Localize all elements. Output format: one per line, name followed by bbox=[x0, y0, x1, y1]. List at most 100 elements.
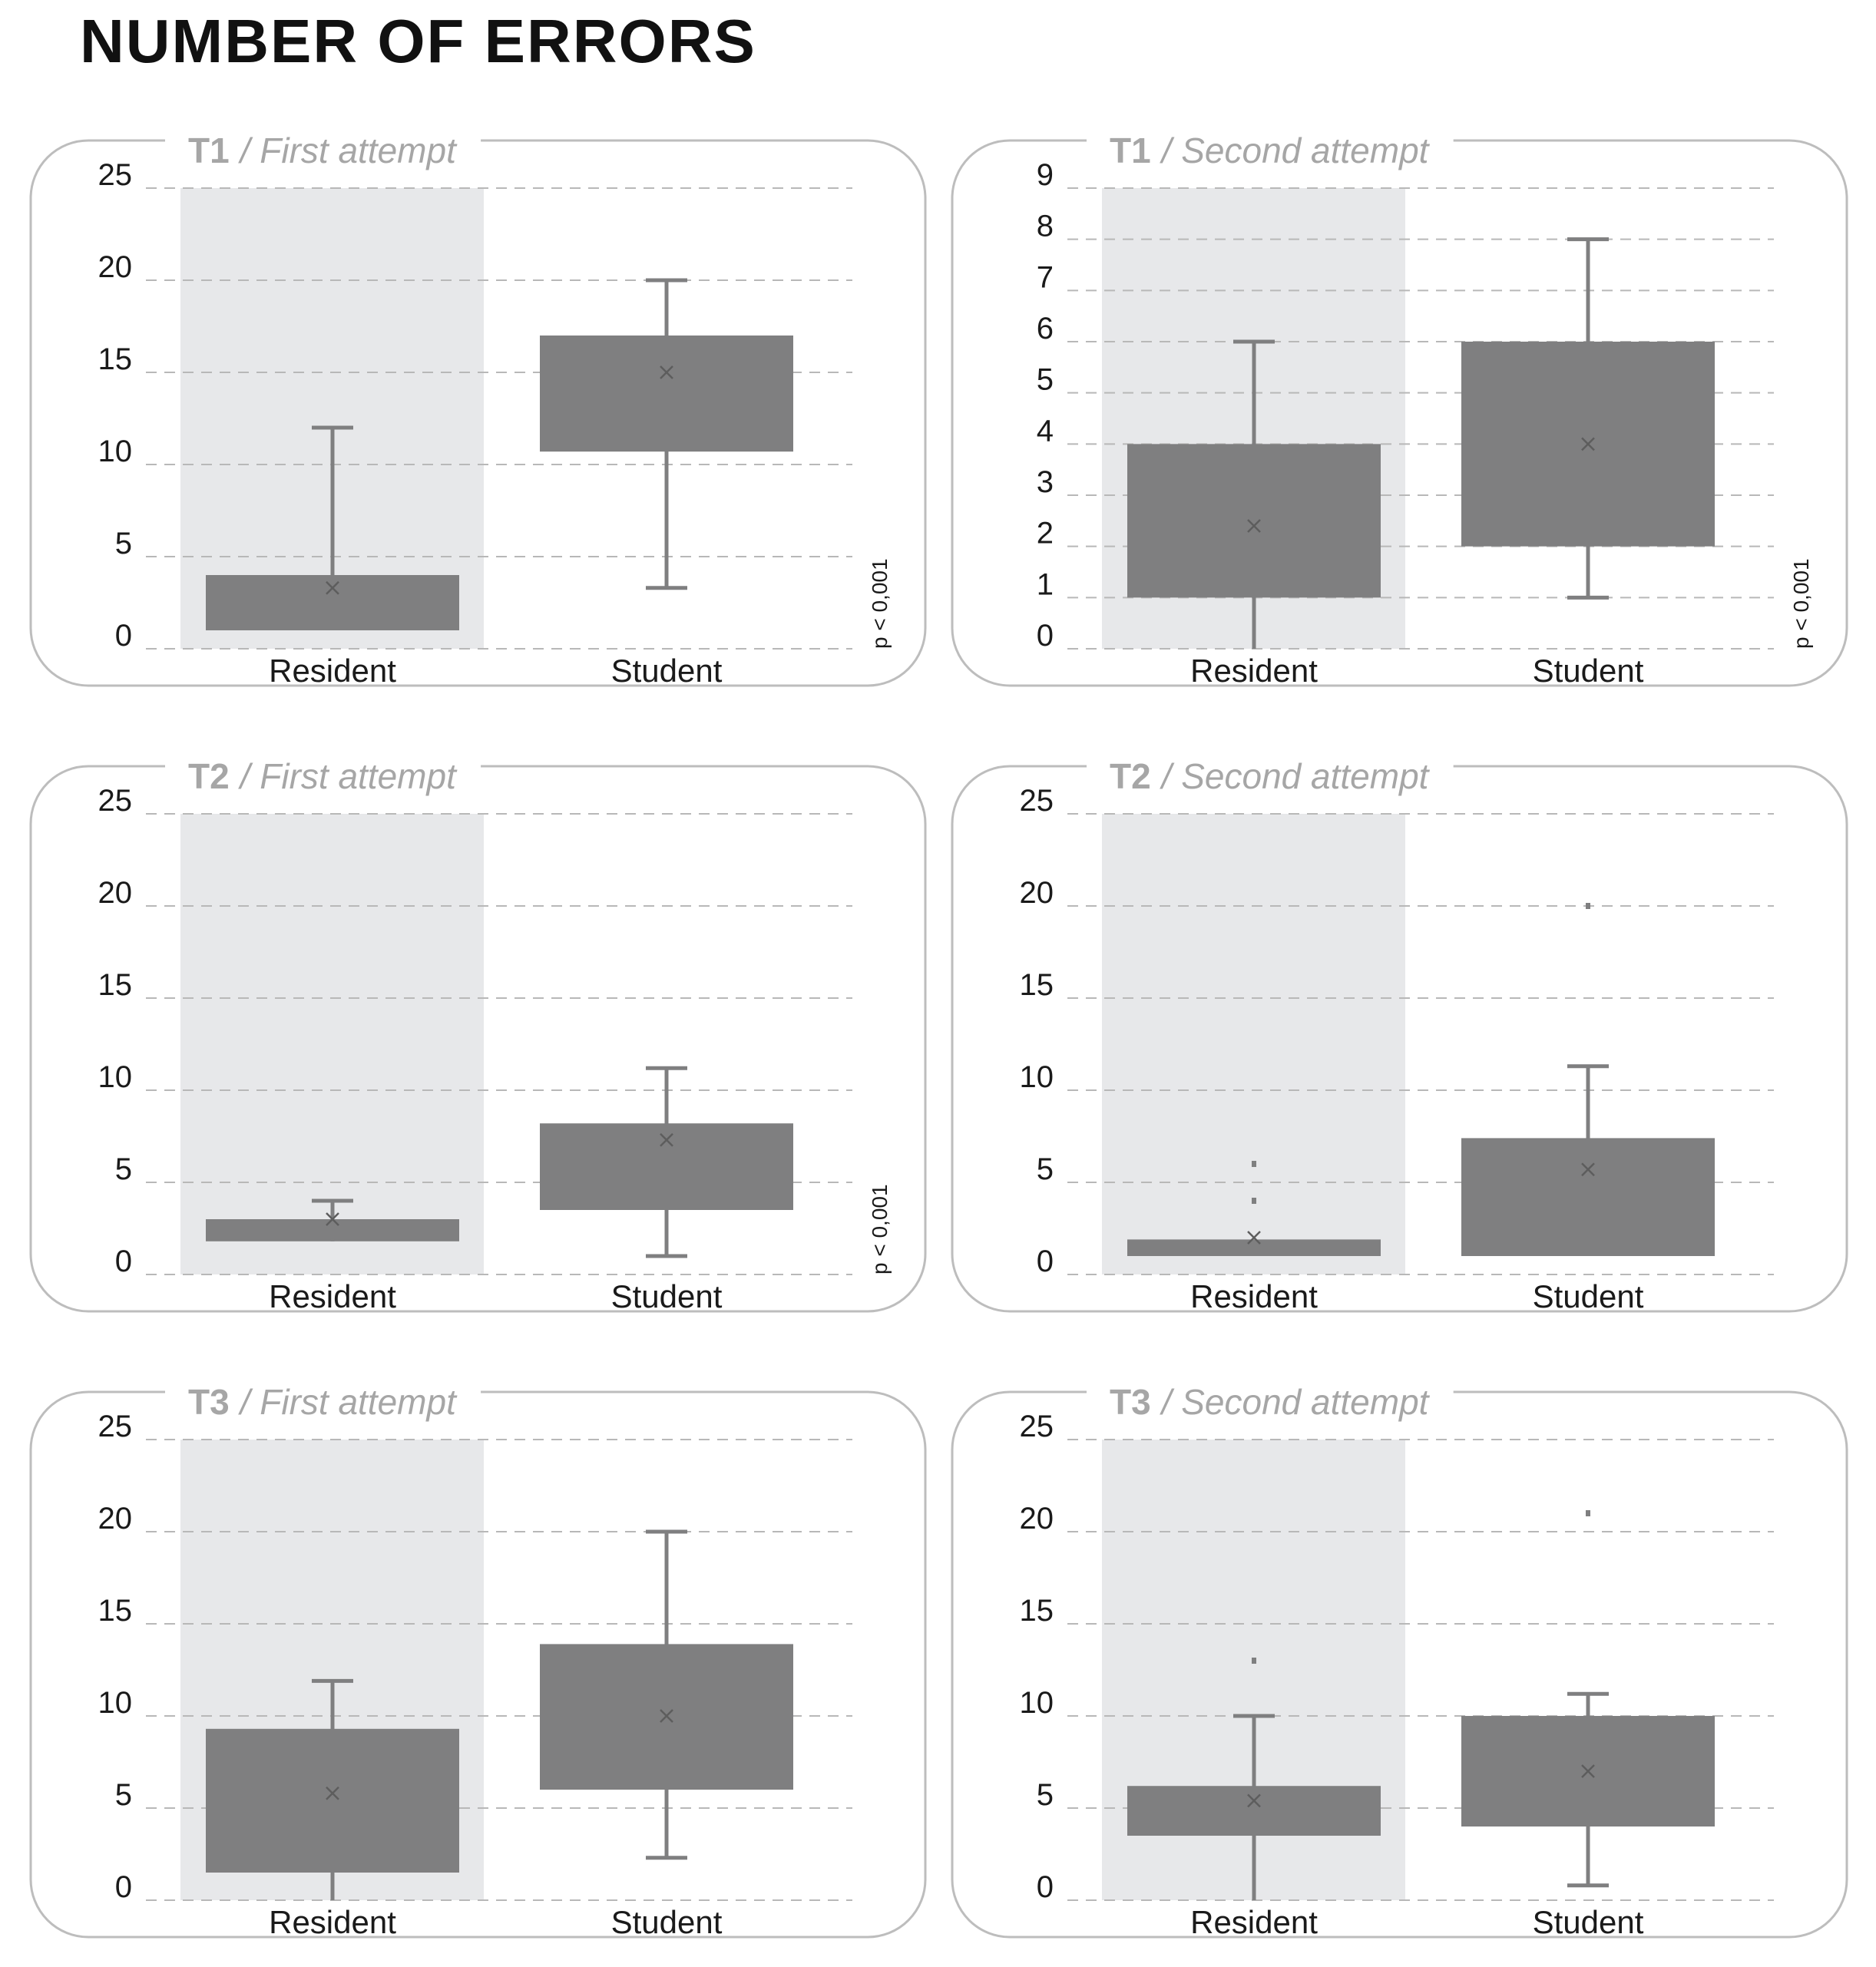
panel-title-subtitle: / Second attempt bbox=[1160, 756, 1431, 796]
y-tick-label: 20 bbox=[1020, 1502, 1054, 1536]
mean-marker bbox=[326, 1786, 339, 1800]
title-mask bbox=[1087, 760, 1454, 772]
y-tick-label: 5 bbox=[1037, 1778, 1054, 1812]
x-category-label: Resident bbox=[269, 653, 396, 689]
title-mask bbox=[1087, 134, 1454, 147]
y-tick-label: 10 bbox=[98, 435, 133, 468]
y-tick-label: 20 bbox=[1020, 876, 1054, 910]
mean-marker bbox=[1247, 519, 1261, 533]
panel-title: T1/ First attempt bbox=[188, 131, 458, 170]
box-iqr bbox=[1127, 1786, 1381, 1836]
outlier-point bbox=[1252, 1161, 1256, 1167]
y-tick-label: 0 bbox=[1037, 1245, 1054, 1278]
y-tick-label: 5 bbox=[115, 1778, 132, 1812]
panel-title-code: T3 bbox=[1110, 1382, 1151, 1422]
p-value-label: p < 0,001 bbox=[868, 558, 892, 649]
y-tick-label: 5 bbox=[1037, 363, 1054, 397]
y-tick-label: 25 bbox=[98, 784, 133, 818]
y-tick-label: 6 bbox=[1037, 312, 1054, 345]
outlier-point bbox=[1252, 1658, 1256, 1664]
y-tick-label: 15 bbox=[98, 1594, 133, 1628]
panel-title-subtitle: / First attempt bbox=[238, 756, 458, 796]
y-tick-label: 0 bbox=[1037, 1870, 1054, 1904]
y-tick-label: 20 bbox=[98, 250, 133, 284]
mean-marker bbox=[1581, 437, 1595, 451]
box-iqr bbox=[206, 1219, 459, 1241]
panel-title-subtitle: / First attempt bbox=[238, 131, 458, 170]
x-category-label: Student bbox=[1533, 1904, 1644, 1940]
y-tick-label: 10 bbox=[1020, 1686, 1054, 1720]
title-mask bbox=[165, 1386, 481, 1398]
y-tick-label: 8 bbox=[1037, 210, 1054, 243]
panel-t1-first-attempt: T1/ First attempt 0 5 10 15 20 25 Resident Stude… bbox=[0, 123, 937, 706]
y-tick-label: 4 bbox=[1037, 414, 1054, 448]
y-tick-label: 25 bbox=[1020, 784, 1054, 818]
x-category-label: Resident bbox=[1190, 653, 1318, 689]
mean-marker bbox=[1247, 1231, 1261, 1245]
mean-marker bbox=[326, 1212, 339, 1226]
mean-marker bbox=[1247, 1793, 1261, 1808]
panel-title-subtitle: / Second attempt bbox=[1160, 131, 1431, 170]
y-tick-label: 0 bbox=[115, 619, 132, 653]
x-category-label: Student bbox=[611, 1278, 723, 1314]
title-mask bbox=[165, 134, 481, 147]
y-tick-label: 20 bbox=[98, 876, 133, 910]
panel-t3-second-attempt: T3/ Second attempt 0 5 10 15 20 25 Resident Stud… bbox=[921, 1374, 1876, 1958]
panel-t1-second-attempt: T1/ Second attempt 0 1 2 3 4 5 6 7 8 9 Resident Stud… bbox=[921, 123, 1876, 706]
panel-title: T1/ Second attempt bbox=[1110, 131, 1431, 170]
panel-title: T3/ Second attempt bbox=[1110, 1382, 1431, 1422]
y-tick-label: 15 bbox=[1020, 968, 1054, 1002]
y-tick-label: 0 bbox=[115, 1870, 132, 1904]
y-tick-label: 5 bbox=[1037, 1152, 1054, 1186]
box-iqr bbox=[540, 336, 793, 452]
outlier-point bbox=[1586, 903, 1590, 909]
y-tick-label: 20 bbox=[98, 1502, 133, 1536]
panel-t2-second-attempt: T2/ Second attempt 0 5 10 15 20 25 Resident Stud… bbox=[921, 749, 1876, 1332]
x-category-label: Student bbox=[1533, 653, 1644, 689]
box-plot-svg: T1/ Second attempt 0 1 2 3 4 5 6 7 8 9 Resident Stud… bbox=[951, 131, 1848, 689]
x-category-label: Resident bbox=[1190, 1278, 1318, 1314]
mean-marker bbox=[326, 580, 339, 595]
panel-title-code: T3 bbox=[188, 1382, 230, 1422]
y-tick-label: 10 bbox=[98, 1686, 133, 1720]
panel-t3-first-attempt: T3/ First attempt 0 5 10 15 20 25 Resident Stude… bbox=[0, 1374, 937, 1958]
p-value-label: p < 0,001 bbox=[1789, 558, 1813, 649]
y-tick-label: 15 bbox=[98, 342, 133, 376]
outlier-point bbox=[1252, 1198, 1256, 1204]
p-value-label: p < 0,001 bbox=[868, 1184, 892, 1274]
box-plot-svg: T2/ Second attempt 0 5 10 15 20 25 Resident Stud… bbox=[951, 756, 1848, 1314]
box-iqr bbox=[1461, 1138, 1715, 1256]
title-mask bbox=[1087, 1386, 1454, 1398]
y-tick-label: 1 bbox=[1037, 567, 1054, 601]
box-plot-svg: T2/ First attempt 0 5 10 15 20 25 Resident Stude… bbox=[29, 756, 927, 1314]
mean-marker bbox=[660, 1132, 673, 1147]
panel-title: T2/ First attempt bbox=[188, 756, 458, 796]
y-tick-label: 15 bbox=[98, 968, 133, 1002]
y-tick-label: 0 bbox=[115, 1245, 132, 1278]
y-tick-label: 2 bbox=[1037, 517, 1054, 550]
y-tick-label: 7 bbox=[1037, 260, 1054, 294]
panel-t2-first-attempt: T2/ First attempt 0 5 10 15 20 25 Resident Stude… bbox=[0, 749, 937, 1332]
resident-shade bbox=[1102, 814, 1405, 1274]
y-tick-label: 10 bbox=[98, 1060, 133, 1094]
panel-title-subtitle: / First attempt bbox=[238, 1382, 458, 1422]
y-tick-label: 3 bbox=[1037, 465, 1054, 499]
box-plot-svg: T1/ First attempt 0 5 10 15 20 25 Resident Stude… bbox=[29, 131, 927, 689]
y-tick-label: 5 bbox=[115, 527, 132, 560]
box-iqr bbox=[1127, 444, 1381, 598]
panel-title-code: T2 bbox=[188, 756, 230, 796]
panel-title: T3/ First attempt bbox=[188, 1382, 458, 1422]
y-tick-label: 25 bbox=[98, 158, 133, 192]
panel-title-code: T1 bbox=[188, 131, 230, 170]
x-category-label: Student bbox=[611, 653, 723, 689]
y-tick-label: 15 bbox=[1020, 1594, 1054, 1628]
panel-title-code: T2 bbox=[1110, 756, 1151, 796]
outlier-point bbox=[1586, 1510, 1590, 1516]
y-tick-label: 9 bbox=[1037, 158, 1054, 192]
box-plot-svg: T3/ First attempt 0 5 10 15 20 25 Resident Stude… bbox=[29, 1382, 927, 1940]
panel-title-code: T1 bbox=[1110, 131, 1151, 170]
y-tick-label: 0 bbox=[1037, 619, 1054, 653]
x-category-label: Resident bbox=[1190, 1904, 1318, 1940]
title-mask bbox=[165, 760, 481, 772]
panel-title-subtitle: / Second attempt bbox=[1160, 1382, 1431, 1422]
